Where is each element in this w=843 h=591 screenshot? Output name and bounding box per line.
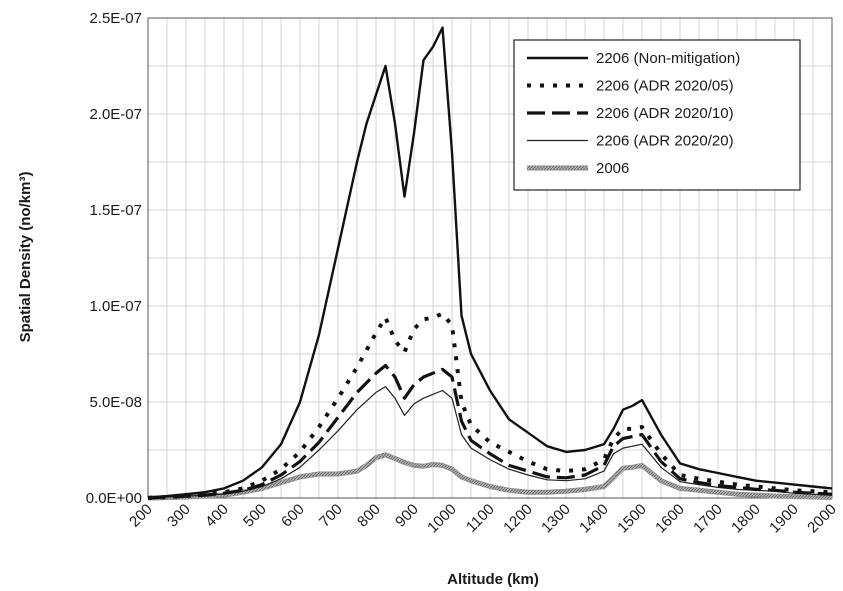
series-line-2 bbox=[147, 363, 833, 500]
x-tick-label: 1600 bbox=[652, 501, 688, 537]
series-line-3 bbox=[147, 386, 833, 499]
x-axis-title: Altitude (km) bbox=[447, 571, 539, 588]
x-tick-label: 1300 bbox=[538, 501, 574, 537]
legend-label: 2206 (ADR 2020/20) bbox=[596, 133, 734, 150]
x-tick-label: 700 bbox=[316, 501, 346, 531]
x-tick-label: 1800 bbox=[728, 501, 764, 537]
y-tick-label: 2.0E-07 bbox=[89, 106, 142, 123]
series-line-0 bbox=[147, 26, 833, 500]
x-tick-label: 300 bbox=[164, 501, 194, 531]
x-tick-label: 800 bbox=[354, 501, 384, 531]
x-tick-label: 1900 bbox=[766, 501, 802, 537]
y-tick-label: 1.0E-07 bbox=[89, 298, 142, 315]
legend-item: 2206 (ADR 2020/20) bbox=[527, 133, 734, 150]
legend-label: 2206 (ADR 2020/10) bbox=[596, 105, 734, 122]
legend-item: 2206 (ADR 2020/10) bbox=[527, 105, 734, 122]
legend-item: 2206 (Non-mitigation) bbox=[527, 50, 740, 67]
y-axis-title: Spatial Density (no/km³) bbox=[17, 172, 34, 343]
x-tick-label: 1700 bbox=[690, 501, 726, 537]
legend-label: 2206 (Non-mitigation) bbox=[596, 50, 740, 67]
x-tick-label: 1400 bbox=[576, 501, 612, 537]
x-tick-label: 900 bbox=[392, 501, 422, 531]
x-tick-label: 1000 bbox=[424, 501, 460, 537]
x-tick-label: 1500 bbox=[614, 501, 650, 537]
legend-label: 2006 bbox=[596, 160, 629, 177]
x-tick-label: 600 bbox=[278, 501, 308, 531]
plot-area-frame bbox=[147, 17, 833, 499]
series-line-4 bbox=[147, 452, 833, 500]
y-tick-label: 0.0E+00 bbox=[86, 490, 142, 507]
x-tick-label: 400 bbox=[202, 501, 232, 531]
legend-label: 2206 (ADR 2020/05) bbox=[596, 78, 734, 95]
series-layer bbox=[147, 26, 833, 501]
series-line-1 bbox=[147, 311, 833, 500]
y-tick-label: 2.5E-07 bbox=[89, 10, 142, 27]
legend: 2206 (Non-mitigation) 2206 (ADR 2020/05) 2… bbox=[513, 39, 801, 191]
legend-item: 2006 bbox=[527, 160, 629, 177]
x-tick-label: 2000 bbox=[804, 501, 840, 537]
legend-item: 2206 (ADR 2020/05) bbox=[527, 78, 734, 95]
y-tick-label: 1.5E-07 bbox=[89, 202, 142, 219]
x-axis-tick-labels: 200 300 400 500 600 700 800 900 1000 1100 1200 1300… bbox=[126, 501, 840, 537]
x-tick-label: 500 bbox=[240, 501, 270, 531]
y-tick-label: 5.0E-08 bbox=[89, 394, 142, 411]
x-tick-label: 1200 bbox=[500, 501, 536, 537]
x-tick-label: 1100 bbox=[463, 501, 498, 536]
y-axis-tick-labels: 0.0E+00 5.0E-08 1.0E-07 1.5E-07 2.0E-07 2.5E-… bbox=[86, 10, 142, 507]
legend-box bbox=[513, 39, 801, 191]
